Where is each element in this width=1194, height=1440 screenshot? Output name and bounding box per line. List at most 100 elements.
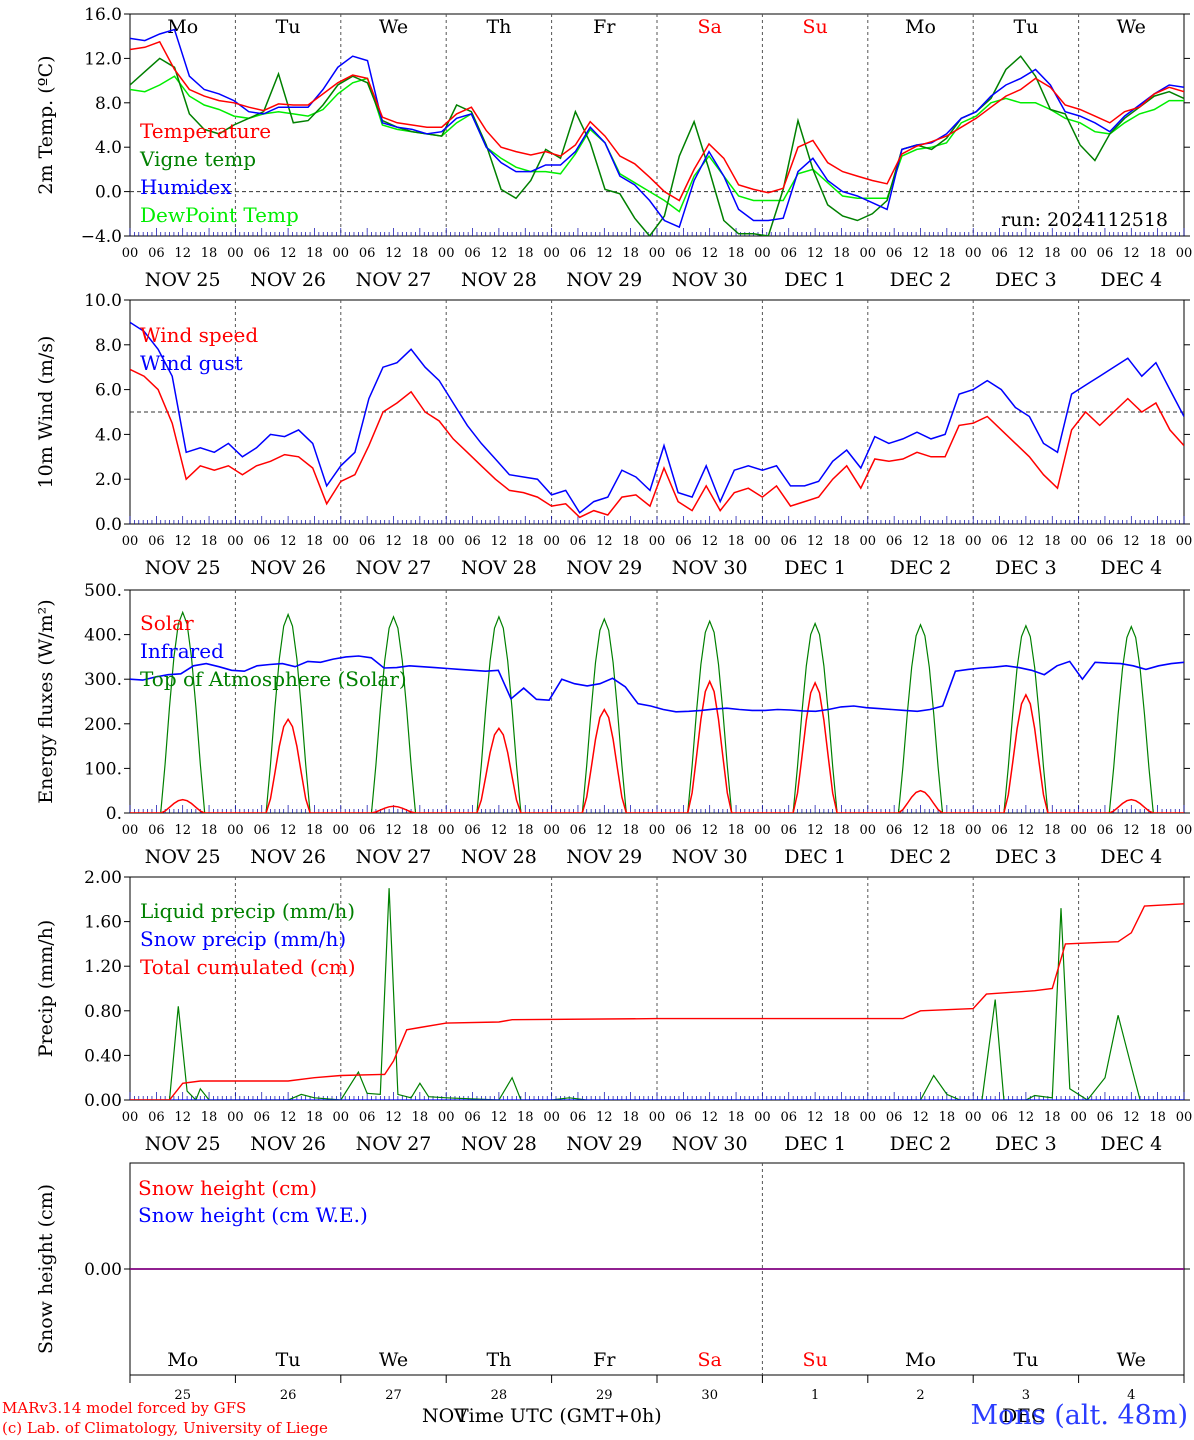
hour-tick-label: 18 — [833, 534, 850, 549]
y-tick-label: 6.0 — [95, 381, 122, 401]
day-number: 3 — [1022, 1388, 1030, 1403]
hour-tick-label: 00 — [860, 823, 877, 838]
day-number: 27 — [385, 1388, 402, 1403]
hour-tick-label: 18 — [412, 534, 429, 549]
hour-tick-label: 06 — [148, 1110, 165, 1125]
y-tick-label: −4.0 — [81, 227, 122, 247]
legend-entry: DewPoint Temp — [140, 203, 299, 227]
date-label: NOV 26 — [250, 1133, 326, 1155]
hour-tick-label: 12 — [491, 823, 508, 838]
hour-tick-label: 00 — [438, 246, 455, 261]
date-label: NOV 30 — [672, 1133, 748, 1155]
hour-tick-label: 00 — [227, 246, 244, 261]
hour-tick-label: 00 — [965, 823, 982, 838]
date-label: NOV 30 — [672, 557, 748, 579]
y-tick-label: 1.20 — [84, 957, 122, 977]
day-name: Tu — [1013, 16, 1038, 38]
date-label: DEC 3 — [995, 557, 1057, 579]
date-label: DEC 3 — [995, 846, 1057, 868]
station-label: Mons (alt. 48m) — [970, 1400, 1188, 1431]
hour-tick-label: 12 — [701, 1110, 718, 1125]
y-tick-label: 400. — [84, 626, 122, 646]
series-line-toa-solar — [130, 610, 1184, 813]
hour-tick-label: 18 — [412, 1110, 429, 1125]
legend-entry: Wind speed — [140, 323, 258, 347]
legend-entry: Temperature — [140, 119, 271, 143]
date-label: DEC 1 — [784, 846, 846, 868]
legend-entry: Humidex — [140, 175, 232, 199]
y-tick-label: 4.0 — [95, 425, 122, 445]
hour-tick-label: 06 — [359, 1110, 376, 1125]
hour-tick-label: 00 — [122, 246, 139, 261]
hour-tick-label: 18 — [939, 246, 956, 261]
day-name: Mo — [905, 1349, 936, 1371]
hour-tick-label: 06 — [464, 1110, 481, 1125]
hour-tick-label: 18 — [517, 246, 534, 261]
hour-tick-label: 12 — [596, 823, 613, 838]
hour-tick-label: 18 — [201, 1110, 218, 1125]
day-name: Sa — [698, 16, 722, 38]
y-tick-label: 500. — [84, 581, 122, 601]
legend-entry: Wind gust — [140, 351, 243, 375]
y-axis-label: 10m Wind (m/s) — [35, 336, 57, 489]
hour-tick-label: 00 — [227, 1110, 244, 1125]
hour-tick-label: 18 — [1149, 246, 1166, 261]
hour-tick-label: 18 — [728, 1110, 745, 1125]
hour-tick-label: 00 — [227, 534, 244, 549]
y-tick-label: 0. — [106, 804, 122, 824]
day-name: Tu — [1013, 1349, 1038, 1371]
date-label: NOV 28 — [461, 269, 537, 291]
hour-tick-label: 06 — [886, 534, 903, 549]
hour-tick-label: 06 — [991, 534, 1008, 549]
panel-5: 0.00 Snow height (cm) Mo Tu We Th Fr Sa Su Mo Tu We… — [35, 1162, 1190, 1403]
legend-entry: Snow height (cm W.E.) — [138, 1203, 368, 1227]
hour-tick-label: 18 — [728, 534, 745, 549]
hour-tick-label: 00 — [1070, 246, 1087, 261]
date-label: NOV 25 — [145, 846, 221, 868]
hour-tick-label: 00 — [754, 1110, 771, 1125]
day-name: Th — [486, 16, 511, 38]
hour-tick-label: 18 — [833, 1110, 850, 1125]
day-name: Fr — [593, 16, 616, 38]
month-label-dec: DEC — [1002, 1405, 1046, 1427]
hour-tick-label: 06 — [253, 246, 270, 261]
hour-tick-label: 06 — [253, 823, 270, 838]
hour-tick-label: 18 — [306, 534, 323, 549]
hour-tick-label: 12 — [1018, 246, 1035, 261]
hour-tick-label: 06 — [780, 823, 797, 838]
hour-tick-label: 00 — [649, 823, 666, 838]
day-number: 28 — [491, 1388, 508, 1403]
hour-tick-label: 00 — [754, 823, 771, 838]
series-line-temperature — [130, 40, 1184, 202]
hour-tick-label: 00 — [1176, 823, 1193, 838]
hour-tick-label: 12 — [807, 534, 824, 549]
hour-tick-label: 12 — [1018, 534, 1035, 549]
date-label: NOV 29 — [566, 846, 642, 868]
y-axis-label: Energy fluxes (W/m²) — [35, 599, 57, 803]
legend-entry: Vigne temp — [139, 147, 256, 171]
hour-tick-label: 12 — [1123, 246, 1140, 261]
date-label: NOV 26 — [250, 846, 326, 868]
day-number: 30 — [701, 1388, 718, 1403]
date-label: NOV 27 — [356, 557, 432, 579]
legend-entry: Liquid precip (mm/h) — [140, 899, 355, 923]
hour-tick-label: 00 — [333, 823, 350, 838]
day-name: We — [1117, 16, 1146, 38]
hour-tick-label: 18 — [1149, 823, 1166, 838]
plot-frame — [129, 589, 1185, 814]
hour-tick-label: 06 — [570, 823, 587, 838]
hour-tick-label: 00 — [543, 1110, 560, 1125]
date-label: DEC 4 — [1100, 846, 1162, 868]
hour-tick-label: 12 — [596, 534, 613, 549]
hour-tick-label: 06 — [675, 534, 692, 549]
hour-tick-label: 00 — [227, 823, 244, 838]
day-name: Mo — [905, 16, 936, 38]
date-label: DEC 2 — [890, 269, 952, 291]
hour-tick-label: 18 — [1044, 823, 1061, 838]
day-name: Tu — [276, 16, 301, 38]
date-label: DEC 2 — [890, 1133, 952, 1155]
y-tick-label: 100. — [84, 759, 122, 779]
hour-tick-label: 12 — [280, 823, 297, 838]
day-name: Su — [802, 16, 827, 38]
hour-tick-label: 06 — [464, 823, 481, 838]
